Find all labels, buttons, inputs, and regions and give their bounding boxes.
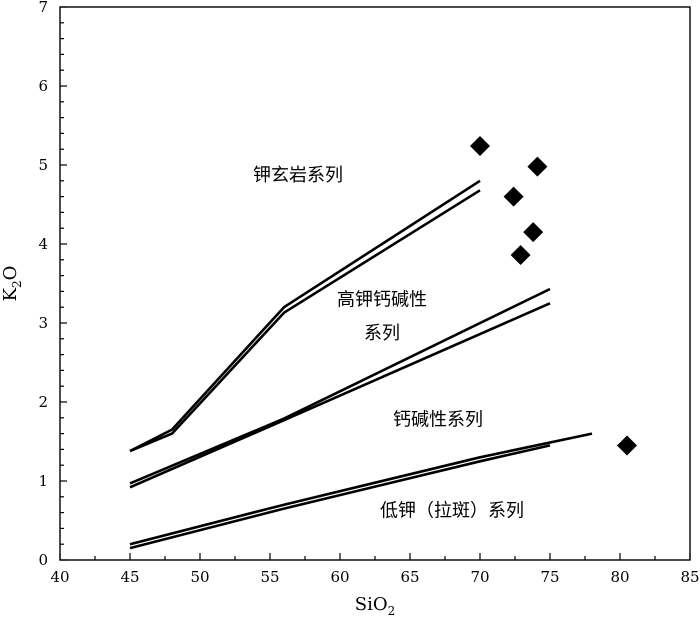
x-tick-label: 85 — [680, 568, 699, 586]
y-tick-label: 0 — [38, 551, 48, 569]
y-axis-title-subscript: 2 — [10, 280, 24, 288]
x-tick-label: 75 — [540, 568, 559, 586]
x-axis-title: SiO2 — [355, 594, 396, 618]
boundary-line — [129, 302, 551, 489]
boundary-line — [129, 179, 481, 453]
y-tick-label: 4 — [38, 235, 48, 253]
region-label: 高钾钙碱性 — [337, 290, 427, 311]
boundary-line — [129, 432, 593, 546]
x-tick-label: 70 — [470, 568, 489, 586]
boundary-lines — [129, 179, 593, 550]
x-tick-label: 40 — [50, 568, 69, 586]
y-tick-label: 6 — [38, 77, 48, 95]
y-tick-label: 2 — [38, 393, 48, 411]
x-tick-label: 45 — [120, 568, 139, 586]
boundary-line — [129, 287, 551, 485]
y-axis-title-main: K — [0, 287, 21, 301]
x-axis-title-main: SiO — [355, 594, 388, 615]
boundary-line — [129, 189, 481, 453]
x-tick-label: 80 — [610, 568, 629, 586]
boundary-line — [129, 444, 551, 550]
sample-points — [470, 136, 637, 456]
y-axis-title-tail: O — [0, 266, 21, 281]
y-tick-label: 1 — [38, 472, 48, 490]
region-label: 低钾（拉斑）系列 — [380, 501, 524, 522]
sample-point — [503, 186, 524, 207]
x-tick-label: 50 — [190, 568, 209, 586]
region-label: 钾玄岩系列 — [253, 165, 343, 186]
x-tick-label: 60 — [330, 568, 349, 586]
sample-point — [527, 156, 548, 177]
sample-point — [523, 222, 544, 243]
x-tick-label: 65 — [400, 568, 419, 586]
sample-point — [617, 435, 637, 456]
sample-point — [510, 245, 531, 266]
sample-point — [470, 136, 490, 157]
y-tick-label: 7 — [38, 0, 48, 16]
x-tick-label: 55 — [260, 568, 279, 586]
y-axis-title: K2O — [0, 266, 24, 302]
y-tick-label: 3 — [38, 314, 48, 332]
region-label: 系列 — [364, 323, 400, 344]
x-axis-title-subscript: 2 — [388, 604, 396, 618]
y-tick-label: 5 — [38, 156, 48, 174]
region-label: 钙碱性系列 — [393, 410, 483, 431]
